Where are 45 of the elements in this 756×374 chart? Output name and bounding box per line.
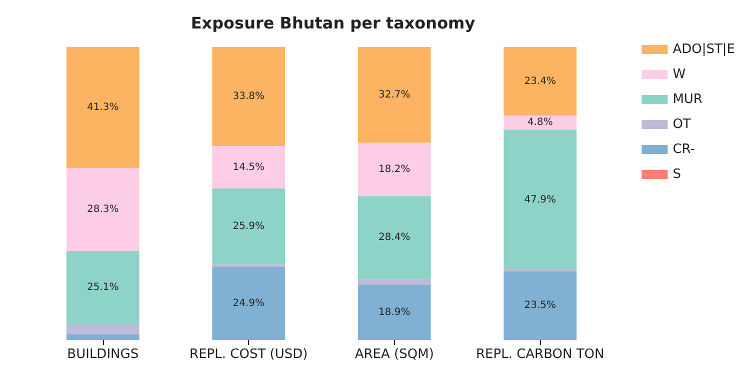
- x-tick-label: BUILDINGS: [67, 347, 139, 362]
- data-label: 4.8%: [527, 117, 553, 128]
- bar: [66, 334, 140, 340]
- legend-label: W: [672, 67, 686, 82]
- legend-label: S: [672, 167, 681, 182]
- data-label: 24.9%: [232, 298, 265, 310]
- legend-label: ADO|ST|E: [672, 42, 736, 57]
- data-label: 28.3%: [86, 204, 119, 215]
- bar: [358, 284, 431, 340]
- data-label: 18.2%: [378, 164, 410, 175]
- bar: [504, 116, 577, 130]
- chart-title: Exposure Bhutan per taxonomy: [190, 14, 476, 32]
- x-tick-label: AREA (SQM): [354, 347, 434, 362]
- data-label: 23.5%: [524, 300, 556, 312]
- legend-label: CR-: [672, 142, 696, 157]
- bar: [504, 47, 577, 116]
- bar: [66, 47, 140, 168]
- legend-label: OT: [672, 117, 691, 132]
- data-label: 23.4%: [524, 76, 556, 87]
- bar: [358, 47, 431, 143]
- bar: [358, 196, 431, 280]
- bar: [212, 47, 286, 146]
- data-label: 25.1%: [86, 282, 119, 294]
- bar: [66, 324, 140, 334]
- bar: [504, 271, 577, 340]
- data-label: 32.7%: [378, 89, 410, 100]
- bar: [212, 188, 286, 264]
- data-label: 18.9%: [378, 306, 410, 318]
- data-label: 47.9%: [524, 194, 556, 206]
- data-label: 41.3%: [86, 102, 119, 114]
- legend-label: MUR: [672, 92, 702, 107]
- data-label: 25.9%: [232, 220, 265, 232]
- bar: [212, 264, 286, 268]
- bar: [504, 130, 577, 270]
- bar: [212, 146, 286, 189]
- data-label: 33.8%: [232, 91, 265, 102]
- bar: [66, 250, 140, 324]
- data-label: 28.4%: [378, 232, 410, 244]
- x-tick-label: REPL. CARBON TON: [476, 347, 604, 362]
- bar: [212, 267, 286, 340]
- bar: [358, 279, 431, 285]
- data-label: 14.5%: [232, 162, 265, 173]
- bar: [358, 142, 431, 196]
- x-tick-label: REPL. COST (USD): [190, 347, 308, 362]
- bar: [66, 168, 140, 251]
